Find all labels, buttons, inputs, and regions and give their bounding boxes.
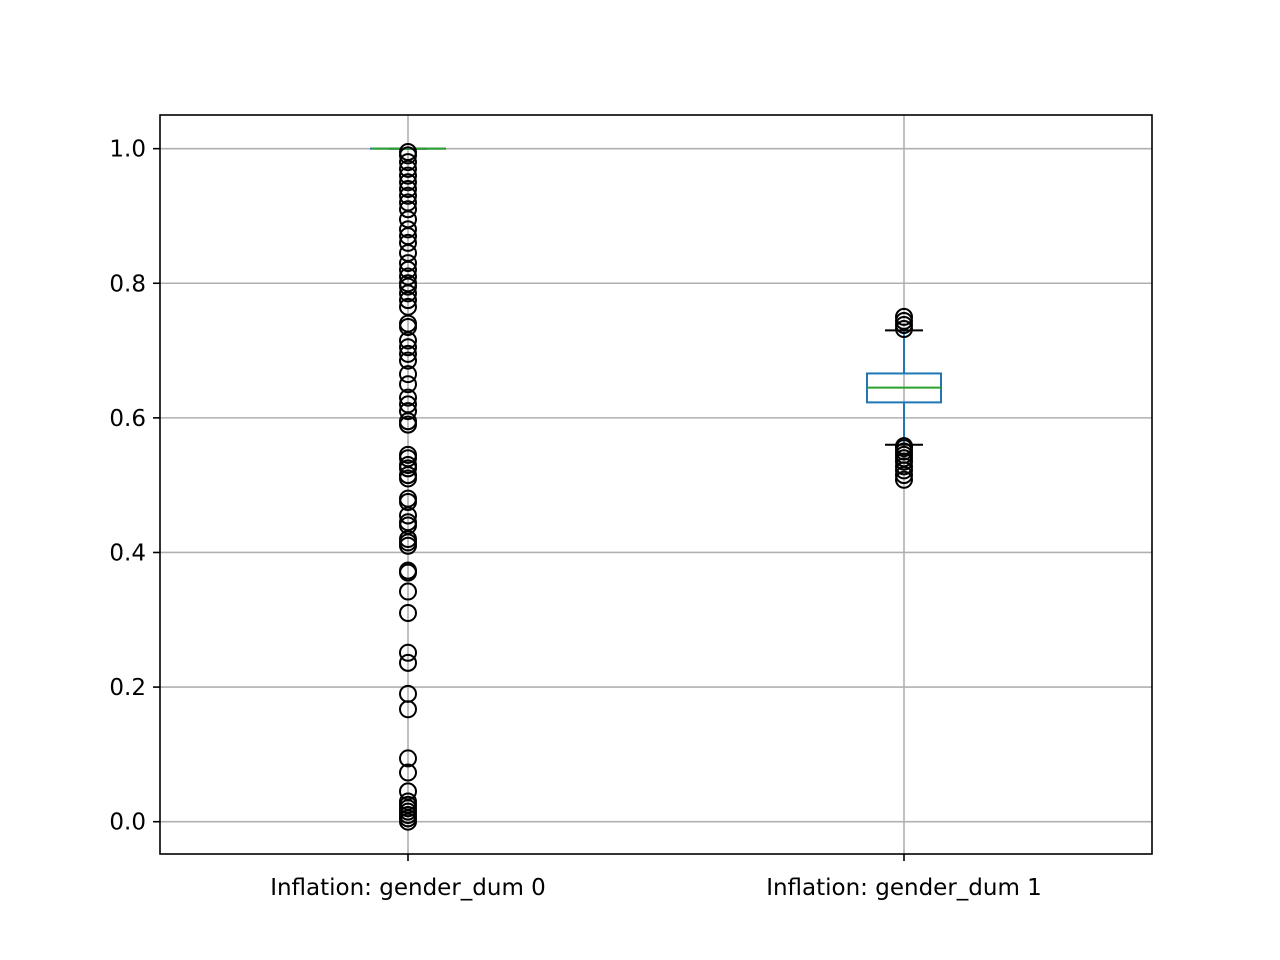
y-tick-label: 0.8 (109, 271, 146, 297)
outlier-point (399, 180, 417, 199)
box-group (370, 143, 446, 831)
outlier-point (399, 193, 417, 212)
outlier-point (399, 351, 417, 370)
x-category-label: Inflation: gender_dum 1 (766, 875, 1042, 901)
outlier-point (399, 643, 417, 662)
outlier-point (399, 166, 417, 185)
outlier-point (399, 375, 417, 394)
outlier-point (399, 220, 417, 239)
plot-frame (159, 114, 1153, 855)
outlier-point (399, 233, 417, 252)
outlier-point (895, 470, 913, 489)
outlier-point (399, 455, 417, 474)
outlier-point (399, 388, 417, 407)
y-tick-label: 0.0 (109, 810, 146, 836)
outlier-point (399, 274, 417, 293)
outlier-point (399, 186, 417, 205)
outlier-point (399, 344, 417, 363)
y-tick-label: 1.0 (109, 137, 146, 163)
y-tick-label: 0.6 (109, 406, 146, 432)
outlier-point (399, 684, 417, 703)
outlier-point (399, 153, 417, 172)
outlier-point (399, 254, 417, 273)
outlier-point (399, 402, 417, 421)
outlier-point (895, 307, 913, 326)
outlier-point (399, 365, 417, 384)
outlier-point (399, 561, 417, 580)
y-tick-label: 0.4 (109, 540, 146, 566)
axis-layer: 0.0 0.2 0.4 0.6 0.8 1.0 Inflation: gender_dum … (109, 137, 1041, 901)
outlier-point (399, 653, 417, 672)
outlier-point (399, 338, 417, 357)
outlier-point (399, 763, 417, 782)
box-layer (370, 143, 942, 831)
outlier-point (399, 604, 417, 623)
outlier-point (399, 792, 417, 811)
outlier-point (399, 445, 417, 464)
grid-layer (160, 115, 1152, 854)
outlier-point (399, 489, 417, 508)
outlier-point (399, 582, 417, 601)
y-tick-label: 0.2 (109, 675, 146, 701)
outlier-point (895, 457, 913, 476)
outlier-point (399, 782, 417, 801)
x-category-label: Inflation: gender_dum 0 (270, 875, 546, 901)
outlier-point (399, 267, 417, 286)
outlier-point (399, 513, 417, 532)
outlier-point (399, 749, 417, 768)
outlier-point (399, 200, 417, 219)
outlier-point (399, 143, 417, 162)
outlier-point (399, 297, 417, 316)
outlier-point (895, 437, 913, 456)
outlier-point (399, 395, 417, 414)
outlier-point (399, 173, 417, 192)
box-group (866, 307, 942, 489)
